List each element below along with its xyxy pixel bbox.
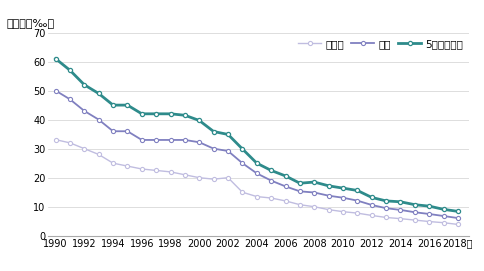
5岁以下儿童	[441, 208, 447, 211]
新生儿	[211, 178, 216, 181]
婿儿	[297, 190, 303, 193]
婿儿	[397, 208, 403, 212]
婿儿	[110, 130, 116, 133]
新生儿	[340, 210, 346, 213]
5岁以下儿童	[268, 169, 274, 172]
新生儿	[354, 211, 360, 215]
婿儿	[383, 207, 389, 210]
5岁以下儿童	[124, 104, 130, 107]
5岁以下儿童	[297, 182, 303, 185]
5岁以下儿童	[369, 196, 375, 199]
5岁以下儿童	[283, 174, 288, 178]
Text: 死亡率（‰）: 死亡率（‰）	[6, 18, 54, 28]
新生儿	[139, 167, 145, 171]
新生儿	[53, 138, 59, 141]
婿儿	[139, 138, 145, 141]
新生儿	[67, 141, 73, 144]
5岁以下儿童	[67, 69, 73, 72]
新生儿	[455, 223, 461, 226]
婿儿	[268, 179, 274, 182]
5岁以下儿童	[383, 199, 389, 202]
5岁以下儿童	[167, 112, 173, 115]
5岁以下儿童	[110, 104, 116, 107]
新生儿	[254, 195, 260, 198]
5岁以下儿童	[340, 186, 346, 190]
5岁以下儿童	[139, 112, 145, 115]
婿儿	[96, 118, 102, 121]
Legend: 新生儿, 婿儿, 5岁以下儿童: 新生儿, 婿儿, 5岁以下儿童	[294, 35, 468, 53]
婿儿	[340, 196, 346, 199]
婿儿	[326, 194, 332, 197]
新生儿	[182, 173, 188, 176]
5岁以下儿童	[81, 83, 87, 86]
5岁以下儿童	[455, 210, 461, 213]
Line: 婿儿: 婿儿	[54, 89, 460, 220]
新生儿	[197, 176, 202, 179]
新生儿	[369, 214, 375, 217]
5岁以下儿童	[197, 119, 202, 122]
5岁以下儿童	[96, 92, 102, 95]
5岁以下儿童	[182, 114, 188, 117]
新生儿	[412, 218, 418, 222]
新生儿	[81, 147, 87, 150]
婿儿	[211, 147, 216, 150]
婿儿	[240, 162, 245, 165]
婿儿	[124, 130, 130, 133]
5岁以下儿童	[225, 133, 231, 136]
婿儿	[81, 109, 87, 112]
5岁以下儿童	[211, 130, 216, 133]
新生儿	[383, 216, 389, 219]
婿儿	[441, 214, 447, 218]
5岁以下儿童	[53, 57, 59, 60]
婿儿	[455, 217, 461, 220]
婿儿	[225, 149, 231, 153]
婿儿	[153, 138, 159, 141]
新生儿	[268, 196, 274, 200]
新生儿	[124, 164, 130, 168]
新生儿	[326, 208, 332, 211]
婿儿	[311, 191, 317, 194]
新生儿	[311, 205, 317, 208]
5岁以下儿童	[326, 184, 332, 188]
新生儿	[441, 221, 447, 224]
婿儿	[53, 89, 59, 92]
5岁以下儿童	[426, 205, 432, 208]
5岁以下儿童	[397, 200, 403, 204]
5岁以下儿童	[412, 203, 418, 206]
新生儿	[283, 199, 288, 202]
婿儿	[182, 138, 188, 141]
新生儿	[167, 170, 173, 173]
婿儿	[412, 211, 418, 214]
婿儿	[67, 98, 73, 101]
婿儿	[254, 172, 260, 175]
新生儿	[110, 162, 116, 165]
新生儿	[240, 191, 245, 194]
新生儿	[426, 220, 432, 223]
新生儿	[225, 176, 231, 179]
Line: 5岁以下儿童: 5岁以下儿童	[54, 57, 460, 214]
5岁以下儿童	[254, 162, 260, 165]
婿儿	[283, 185, 288, 188]
婿儿	[197, 141, 202, 144]
婿儿	[167, 138, 173, 141]
5岁以下儿童	[311, 180, 317, 184]
5岁以下儿童	[240, 147, 245, 151]
新生儿	[96, 153, 102, 156]
5岁以下儿童	[153, 112, 159, 115]
新生儿	[297, 203, 303, 206]
5岁以下儿童	[354, 189, 360, 192]
婿儿	[354, 199, 360, 202]
新生儿	[397, 217, 403, 220]
婿儿	[426, 212, 432, 216]
新生儿	[153, 169, 159, 172]
Line: 新生儿: 新生儿	[54, 138, 460, 227]
婿儿	[369, 203, 375, 207]
